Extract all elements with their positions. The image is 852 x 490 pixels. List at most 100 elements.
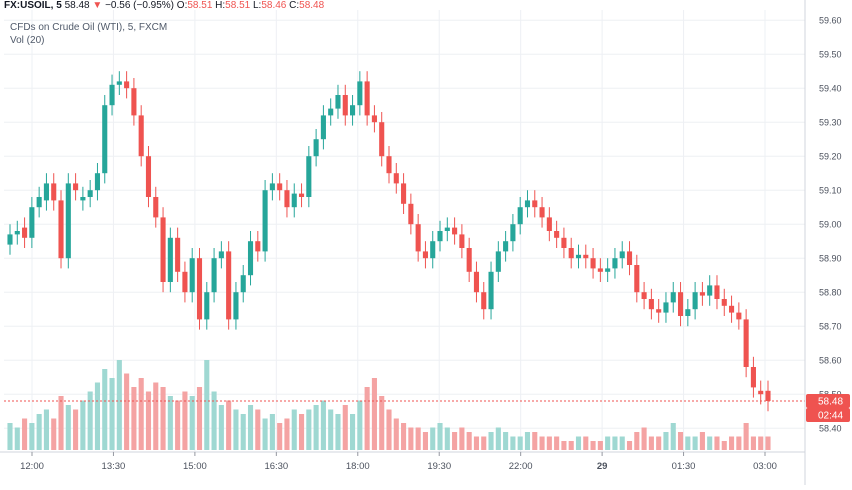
- open-value: 58.51: [187, 0, 213, 11]
- volume-bar: [153, 382, 159, 450]
- symbol-name[interactable]: FX:USOIL, 5: [4, 0, 62, 11]
- volume-bar: [422, 432, 428, 450]
- series-title[interactable]: CFDs on Crude Oil (WTI), 5, FXCM: [10, 22, 168, 33]
- volume-bar: [452, 432, 458, 450]
- volume-bar: [65, 405, 71, 450]
- candle-body: [58, 200, 64, 259]
- volume-bar: [371, 378, 377, 450]
- candle-body: [94, 173, 101, 191]
- candle-body: [452, 227, 458, 235]
- candle-body: [430, 241, 436, 259]
- volume-bar: [597, 441, 603, 450]
- candle-body: [80, 197, 86, 201]
- price-tick-label: 59.10: [819, 186, 842, 196]
- price-tick-label: 59.50: [819, 50, 842, 60]
- volume-bar: [269, 414, 275, 450]
- volume-bar: [124, 373, 130, 450]
- candle-body: [546, 217, 552, 231]
- volume-bar: [626, 441, 633, 450]
- candle-body: [247, 241, 254, 276]
- volume-bar: [204, 360, 210, 450]
- volume-bar: [14, 427, 20, 450]
- volume-bar: [444, 427, 450, 450]
- volume-bar: [182, 391, 188, 450]
- candle-body: [743, 319, 749, 367]
- candle-body: [102, 105, 108, 174]
- candle-body: [692, 292, 698, 310]
- down-arrow-icon: ▼: [92, 0, 103, 11]
- volume-bar: [481, 436, 487, 450]
- candle-body: [605, 268, 611, 272]
- volume-bar: [736, 436, 742, 450]
- candle-body: [481, 292, 487, 310]
- volume-bar: [306, 409, 312, 450]
- candle-body: [583, 254, 589, 259]
- volume-bar: [240, 414, 246, 450]
- candle-body: [517, 207, 523, 225]
- volume-bar: [196, 387, 203, 450]
- candle-body: [648, 299, 654, 310]
- time-axis[interactable]: 12:00 13:30 15:00 16:30 18:00 19:30 22:00 29 01:…: [0, 451, 805, 472]
- price-tick-label: 59.30: [819, 118, 842, 128]
- candle-body: [539, 207, 545, 218]
- candle-body: [204, 292, 210, 320]
- candle-body: [568, 248, 574, 259]
- volume-bar: [619, 436, 625, 450]
- candles: [7, 71, 771, 412]
- volume-bar: [677, 432, 684, 450]
- volume-bar: [641, 427, 647, 450]
- volume-bar: [612, 436, 618, 450]
- candle-body: [524, 200, 531, 208]
- candle-body: [342, 95, 348, 116]
- candle-body: [196, 258, 203, 320]
- volume-bar: [393, 418, 399, 450]
- candle-body: [7, 234, 13, 245]
- candle-body: [298, 193, 305, 197]
- volume-bar: [138, 378, 144, 450]
- volume-bar: [743, 423, 749, 450]
- volume-bars: [7, 360, 771, 450]
- candle-body: [619, 251, 625, 259]
- volume-bar: [364, 387, 370, 450]
- candle-body: [87, 190, 93, 197]
- candle-body: [269, 183, 275, 191]
- candle-body: [240, 275, 246, 293]
- volume-bar: [546, 436, 552, 450]
- candle-body: [699, 292, 705, 296]
- volume-bar: [554, 436, 560, 450]
- volume-bar: [583, 436, 589, 450]
- candle-body: [641, 292, 647, 299]
- volume-bar: [524, 432, 531, 450]
- candle-body: [277, 183, 283, 191]
- countdown-tag-text: 02:44: [818, 411, 843, 422]
- candle-body: [335, 95, 341, 109]
- candle-body: [364, 81, 370, 116]
- time-tick-label: 13:30: [102, 461, 126, 472]
- volume-bar: [73, 409, 79, 450]
- volume-bar: [495, 427, 501, 450]
- volume-bar: [590, 441, 596, 450]
- candle-body: [510, 224, 516, 242]
- volume-bar: [7, 423, 13, 450]
- volume-indicator-label[interactable]: Vol (20): [10, 35, 45, 46]
- candle-body: [328, 108, 334, 116]
- symbol-header: FX:USOIL, 5 58.48 ▼ −0.56 (−0.95%) O:58.…: [4, 0, 324, 11]
- candle-body: [160, 217, 166, 282]
- price-tick-label: 58.60: [819, 356, 842, 366]
- time-tick-label: 22:00: [509, 461, 533, 472]
- candle-body: [765, 390, 771, 401]
- volume-bar: [539, 436, 545, 450]
- candle-body: [73, 183, 79, 191]
- close-label: C:: [289, 0, 300, 11]
- volume-bar: [218, 405, 224, 450]
- candle-body: [532, 200, 538, 208]
- price-tick-label: 58.70: [819, 322, 842, 332]
- volume-bar: [350, 414, 356, 450]
- volume-bar: [167, 396, 173, 450]
- high-value: 58.51: [225, 0, 251, 11]
- volume-bar: [510, 436, 516, 450]
- last-price: 58.48: [64, 0, 90, 11]
- volume-bar: [575, 436, 582, 450]
